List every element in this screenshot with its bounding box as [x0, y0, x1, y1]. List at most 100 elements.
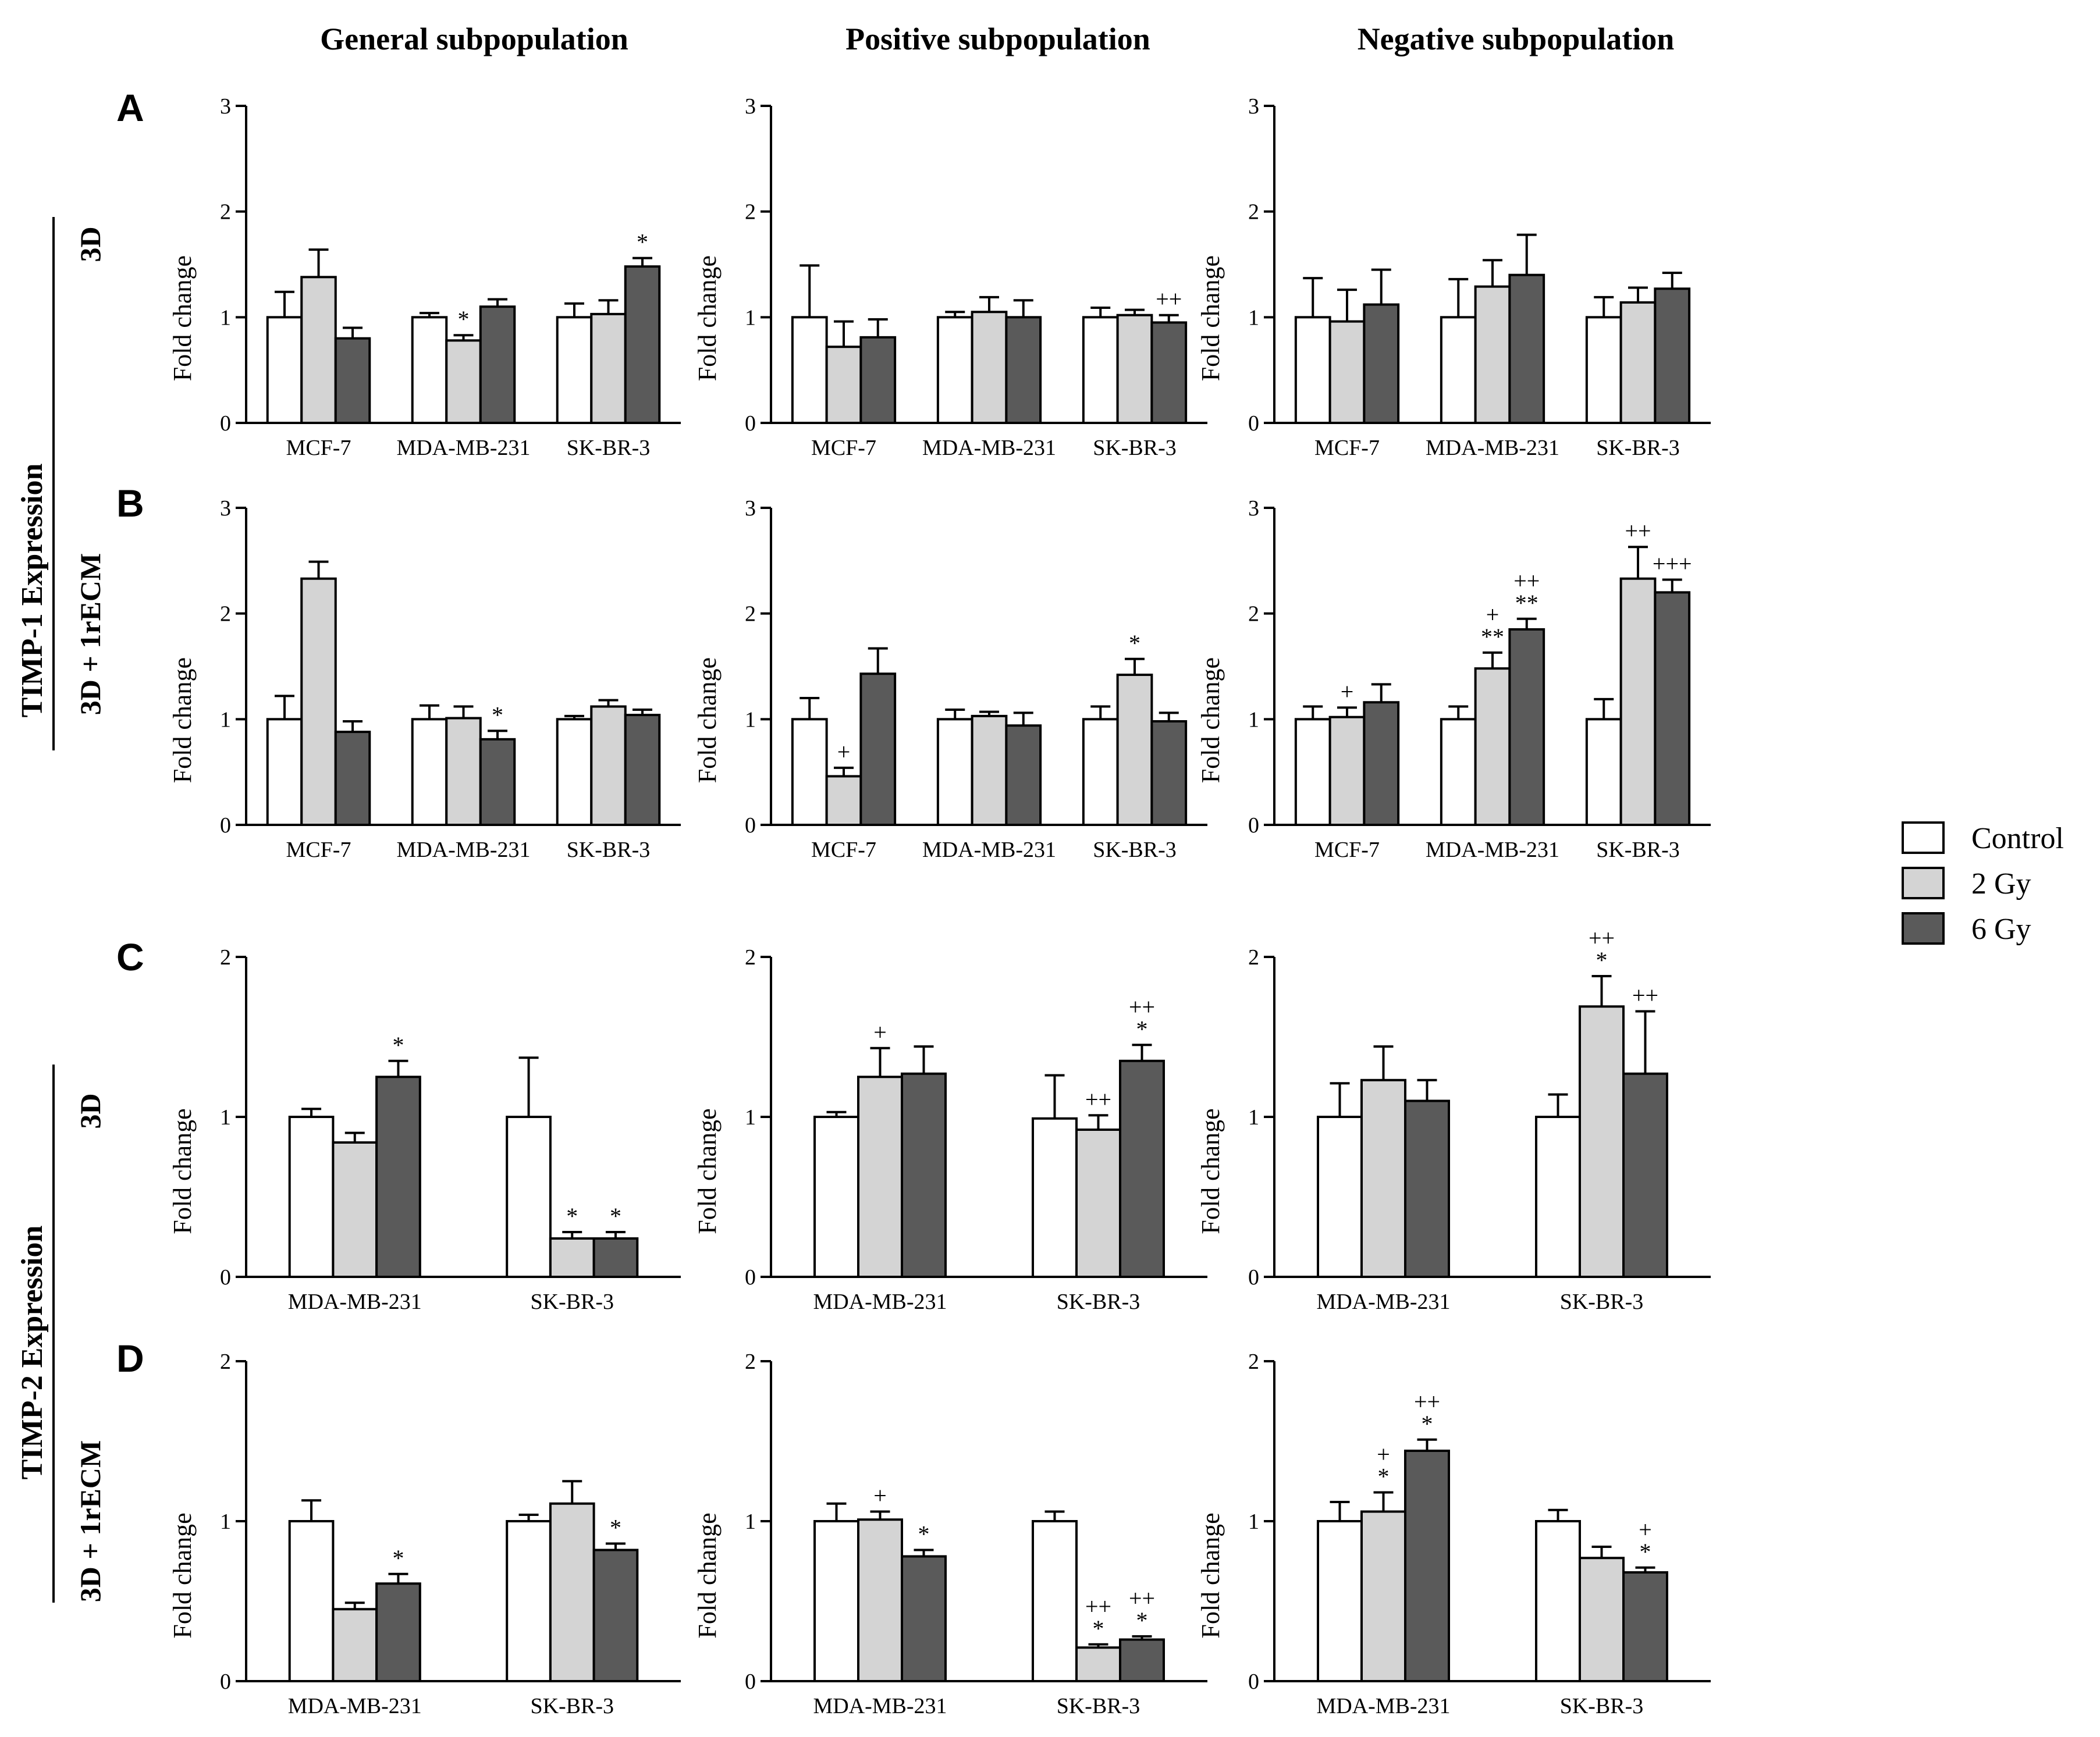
x-category-label: MDA-MB-231 — [1426, 838, 1559, 862]
significance-annotation: ++ — [1625, 518, 1651, 544]
bar-6gy-sk-br-3 — [1654, 287, 1691, 424]
x-category-label: MDA-MB-231 — [813, 1694, 947, 1718]
bar-6gy-mcf-7 — [334, 731, 371, 826]
figure-headers: General subpopulation Positive subpopula… — [16, 22, 1674, 1603]
x-category-label: MDA-MB-231 — [1426, 436, 1559, 460]
bar-control-mda-mb-231 — [411, 718, 448, 827]
bar-control-sk-br-3 — [1032, 1520, 1078, 1682]
significance-annotation: * — [1378, 1464, 1390, 1490]
significance-annotation: * — [610, 1203, 621, 1229]
bar-control-mda-mb-231 — [411, 316, 448, 424]
y-axis-label: Fold change — [1196, 1512, 1225, 1638]
bar-6gy-mcf-7 — [334, 337, 371, 425]
y-axis-label: Fold change — [168, 657, 197, 783]
bar-control-mda-mb-231 — [288, 1116, 335, 1278]
y-axis-label: Fold change — [693, 255, 722, 381]
bar-control-sk-br-3 — [1032, 1117, 1078, 1278]
bar-control-sk-br-3 — [1585, 316, 1622, 424]
bar-2gy-mda-mb-231 — [332, 1141, 378, 1278]
x-category-label: MCF-7 — [1314, 838, 1380, 862]
chart-panel-b-general: 0 1 2 3 Fold change MCF-7 MDA-MB-231 * SK-BR-3 — [168, 496, 681, 862]
bar-6gy-mcf-7 — [1363, 701, 1400, 827]
chart-panel-d-general: 0 1 2 Fold change MDA-MB-231 * SK-BR-3 * — [168, 1350, 681, 1718]
bar-control-sk-br-3 — [506, 1116, 552, 1278]
y-tick-label: 0 — [745, 1670, 756, 1694]
bar-2gy-sk-br-3 — [590, 705, 627, 826]
bar-6gy-sk-br-3 — [592, 1549, 639, 1682]
bar-control-mda-mb-231 — [1440, 316, 1477, 424]
y-axis-label: Fold change — [1196, 255, 1225, 381]
panel-label-c: C — [116, 935, 144, 978]
bar-6gy-mcf-7 — [1363, 303, 1400, 424]
bar-6gy-mda-mb-231 — [479, 738, 516, 826]
bar-control-sk-br-3 — [1082, 316, 1119, 424]
bar-control-mcf-7 — [1294, 316, 1331, 424]
bar-2gy-mda-mb-231 — [857, 1518, 903, 1682]
y-tick-label: 3 — [1248, 496, 1259, 521]
legend: Control 2 Gy 6 Gy — [1902, 821, 2064, 946]
bar-control-sk-br-3 — [506, 1520, 552, 1682]
significance-annotation: ++ — [1589, 925, 1615, 951]
bar-2gy-mcf-7 — [300, 276, 337, 424]
y-tick-label: 3 — [745, 94, 756, 119]
bar-2gy-mda-mb-231 — [1360, 1510, 1406, 1682]
bar-2gy-sk-br-3 — [1075, 1646, 1121, 1682]
x-category-label: MDA-MB-231 — [1316, 1290, 1450, 1314]
bar-2gy-sk-br-3 — [549, 1237, 595, 1278]
bar-2gy-sk-br-3 — [590, 312, 627, 425]
x-category-label: MCF-7 — [811, 838, 876, 862]
y-tick-label: 0 — [1248, 813, 1259, 838]
bar-control-mda-mb-231 — [288, 1520, 335, 1682]
bar-2gy-sk-br-3 — [1619, 577, 1657, 826]
y-axis-label: Fold change — [1196, 657, 1225, 783]
bar-2gy-mda-mb-231 — [1474, 285, 1511, 424]
significance-annotation: + — [873, 1483, 887, 1509]
x-category-label: MCF-7 — [286, 436, 351, 460]
bar-2gy-mda-mb-231 — [445, 339, 482, 424]
y-tick-label: 2 — [745, 200, 756, 225]
legend-label-6gy: 6 Gy — [1971, 913, 2031, 946]
bar-control-sk-br-3 — [556, 718, 593, 827]
bar-2gy-mcf-7 — [825, 775, 862, 827]
bar-6gy-mda-mb-231 — [901, 1555, 947, 1682]
y-tick-label: 0 — [745, 813, 756, 838]
bar-6gy-sk-br-3 — [1654, 591, 1691, 826]
x-category-label: MDA-MB-231 — [922, 436, 1056, 460]
x-category-label: SK-BR-3 — [1596, 838, 1680, 862]
y-tick-label: 1 — [1248, 707, 1259, 732]
bar-6gy-sk-br-3 — [1119, 1638, 1165, 1682]
bar-6gy-sk-br-3 — [1150, 720, 1188, 827]
y-tick-label: 1 — [1248, 1510, 1259, 1534]
bar-control-mda-mb-231 — [1317, 1520, 1363, 1682]
significance-annotation: * — [1129, 630, 1140, 656]
row-condition-label-b: 3D + 1rECM — [74, 553, 106, 715]
bar-6gy-mda-mb-231 — [1404, 1450, 1450, 1682]
bar-control-mda-mb-231 — [936, 718, 973, 827]
bar-6gy-sk-br-3 — [1622, 1072, 1668, 1278]
bar-2gy-mda-mb-231 — [971, 311, 1008, 424]
bar-6gy-mda-mb-231 — [375, 1582, 421, 1682]
significance-annotation: + — [873, 1019, 887, 1045]
significance-annotation: + — [1639, 1517, 1652, 1543]
significance-annotation: + — [837, 739, 851, 765]
bar-6gy-sk-br-3 — [592, 1237, 639, 1278]
y-tick-label: 3 — [220, 94, 231, 119]
y-tick-label: 2 — [220, 1350, 231, 1374]
x-category-label: MDA-MB-231 — [396, 436, 530, 460]
bar-control-sk-br-3 — [1535, 1520, 1581, 1682]
bar-2gy-mda-mb-231 — [1360, 1078, 1406, 1278]
y-tick-label: 1 — [745, 707, 756, 732]
significance-annotation: ++ — [1129, 1585, 1155, 1611]
y-tick-label: 0 — [220, 411, 231, 436]
bar-control-mda-mb-231 — [813, 1520, 859, 1682]
bar-6gy-mda-mb-231 — [1005, 724, 1042, 826]
x-category-label: SK-BR-3 — [1093, 436, 1177, 460]
bar-control-mcf-7 — [1294, 718, 1331, 827]
row-condition-label-a: 3D — [74, 226, 106, 262]
y-tick-label: 0 — [745, 411, 756, 436]
